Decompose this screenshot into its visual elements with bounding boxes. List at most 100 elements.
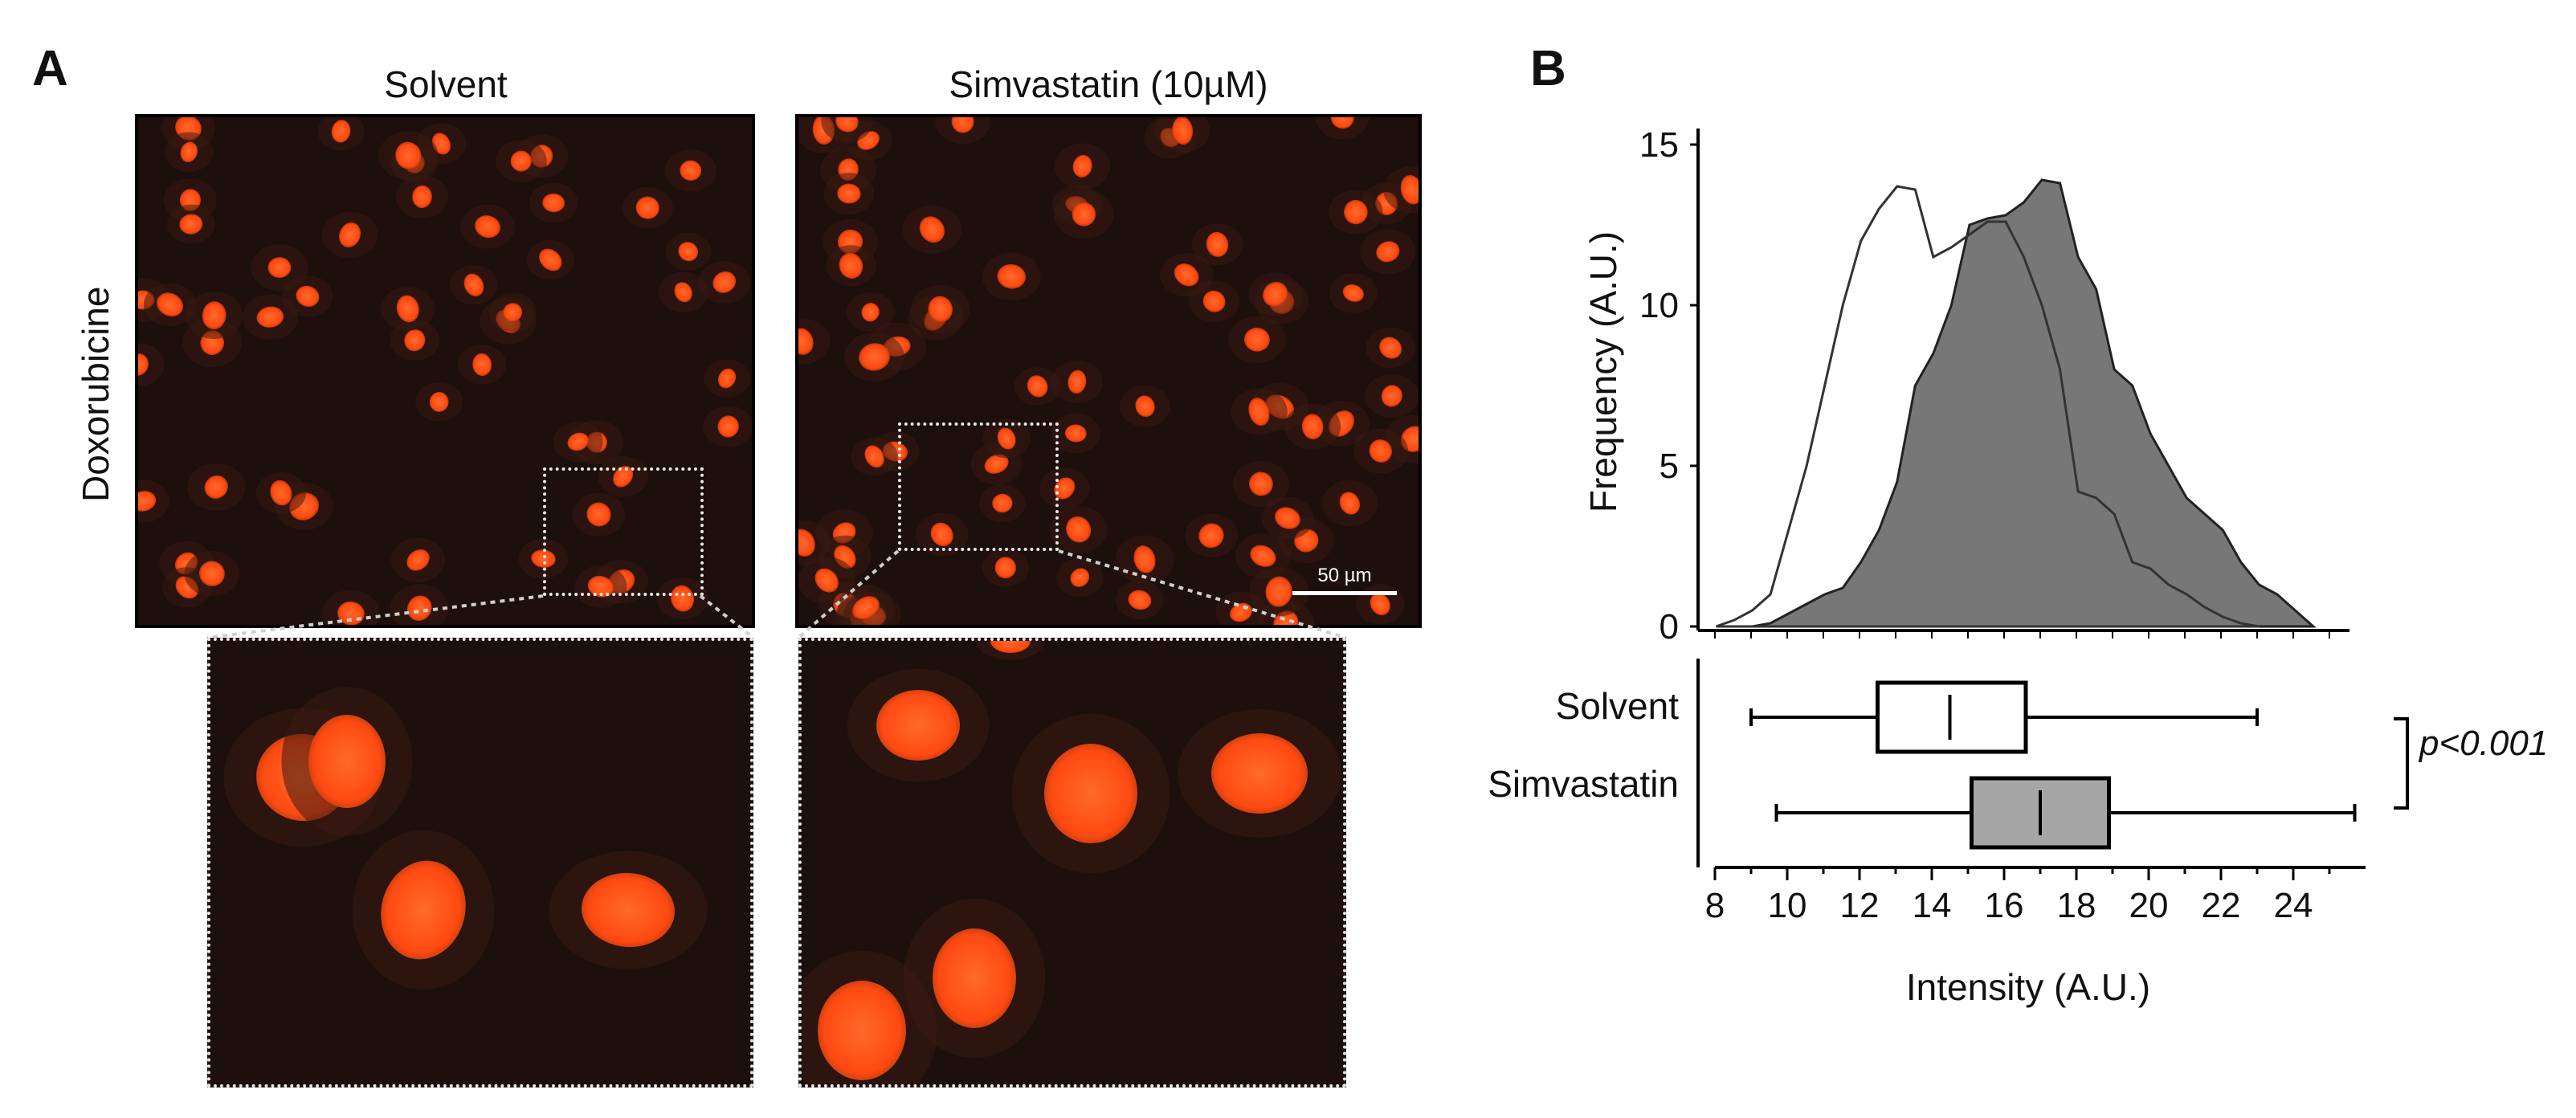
cell-nucleus [1198, 523, 1224, 549]
cell-nucleus [308, 715, 386, 808]
boxplot-x-tick-label: 12 [1840, 886, 1880, 925]
cell-nucleus [798, 528, 815, 557]
cell-nucleus [992, 493, 1013, 513]
boxplot-x-tick-label: 10 [1768, 886, 1807, 925]
cell-nucleus [582, 872, 675, 948]
cell-nucleus [429, 391, 449, 412]
cell-nucleus [539, 248, 562, 271]
cell-nucleus [331, 120, 351, 143]
cell-nucleus [1027, 375, 1048, 398]
cell-nucleus [270, 479, 292, 506]
cell-nucleus [202, 301, 227, 330]
boxplot-x-tick-label: 18 [2057, 886, 2096, 925]
cell-nucleus [635, 196, 659, 219]
cell-nucleus [1174, 263, 1199, 287]
cell-nucleus [852, 596, 880, 619]
cell-nucleus [267, 257, 292, 279]
cell-nucleus [1064, 424, 1087, 443]
zoom-region-simvastatin [898, 422, 1059, 551]
significance-bracket [2394, 717, 2409, 810]
cell-nucleus [198, 561, 225, 586]
cell-nucleus [1206, 231, 1229, 257]
cell-nucleus [933, 928, 1016, 1028]
cell-nucleus [406, 595, 432, 621]
boxplot-x-tick-label: 20 [2129, 886, 2169, 925]
boxplot-solvent [1749, 680, 2259, 754]
cell-nucleus [861, 303, 880, 322]
zoomed-micrograph-simvastatin [798, 638, 1346, 1087]
cell-nucleus [1133, 545, 1156, 573]
cell-nucleus [984, 454, 1009, 474]
boxplot-x-label: Intensity (A.U.) [1906, 966, 2150, 1008]
histogram-y-label: Frequency (A.U.) [1582, 231, 1624, 512]
cell-nucleus [997, 427, 1016, 450]
cell-nucleus [951, 117, 974, 133]
cell-nucleus [586, 502, 611, 527]
cell-nucleus [396, 295, 419, 323]
cell-nucleus [406, 549, 430, 571]
cell-nucleus [1072, 202, 1096, 226]
cell-nucleus [1250, 545, 1276, 567]
cell-nucleus [680, 160, 702, 181]
boxplot-box [1876, 680, 2028, 754]
cell-nucleus [180, 141, 198, 162]
cell-nucleus [1128, 590, 1152, 610]
cell-nucleus [678, 242, 699, 262]
cell-nucleus [475, 215, 500, 239]
cell-nucleus [179, 214, 203, 235]
cell-nucleus [1172, 117, 1194, 145]
cell-nucleus [1275, 507, 1300, 529]
cell-nucleus [1273, 610, 1299, 625]
histogram-y-tick-label: 0 [1659, 607, 1679, 647]
cell-nucleus [1068, 369, 1087, 394]
cell-nucleus [1376, 241, 1400, 263]
cell-nucleus [717, 368, 737, 389]
cell-nucleus [1054, 477, 1076, 500]
cell-nucleus [928, 296, 953, 323]
boxplot-category-simvastatin: Simvastatin [1488, 763, 1679, 805]
micrograph-solvent [135, 114, 755, 628]
cell-nucleus [835, 117, 859, 133]
cell-nucleus [256, 306, 284, 328]
cell-nucleus [1370, 593, 1390, 616]
cell-nucleus [463, 273, 484, 296]
cell-nucleus [798, 328, 814, 355]
micrograph-simvastatin: 50 µm [795, 114, 1422, 628]
cell-nucleus [671, 585, 695, 612]
cell-nucleus [1248, 398, 1270, 426]
cell-nucleus [1381, 385, 1402, 407]
cell-nucleus [1400, 426, 1419, 452]
boxplot-box [1970, 776, 2111, 850]
column-title-simvastatin: Simvastatin (10µM) [949, 63, 1268, 105]
cell-nucleus [1265, 576, 1292, 607]
cell-nucleus [990, 641, 1031, 653]
cell-nucleus [587, 575, 614, 598]
cell-nucleus [1202, 290, 1226, 312]
cell-nucleus [1369, 439, 1392, 463]
boxplot-x-tick-label: 14 [1913, 886, 1952, 925]
cell-nucleus [1243, 327, 1270, 352]
cell-nucleus [1070, 568, 1090, 587]
cell-nucleus [1249, 471, 1273, 496]
cell-nucleus [876, 690, 960, 761]
scale-bar-label: 50 µm [1317, 565, 1372, 586]
cell-nucleus [919, 216, 945, 243]
cell-nucleus [674, 282, 692, 303]
cell-nucleus [1211, 733, 1308, 814]
cell-nucleus [157, 292, 183, 317]
cell-nucleus [1342, 284, 1364, 302]
cell-nucleus [839, 252, 863, 279]
cell-nucleus [1379, 337, 1402, 359]
cell-nucleus [994, 557, 1016, 579]
cell-nucleus [717, 415, 739, 438]
cell-nucleus [395, 141, 422, 169]
cell-nucleus [818, 981, 906, 1080]
cell-nucleus [930, 522, 953, 547]
cell-nucleus [859, 343, 890, 371]
p-value-label: p<0.001 [2418, 724, 2548, 763]
cell-nucleus [837, 183, 861, 204]
cell-nucleus [472, 353, 492, 377]
cell-nucleus [503, 303, 523, 322]
